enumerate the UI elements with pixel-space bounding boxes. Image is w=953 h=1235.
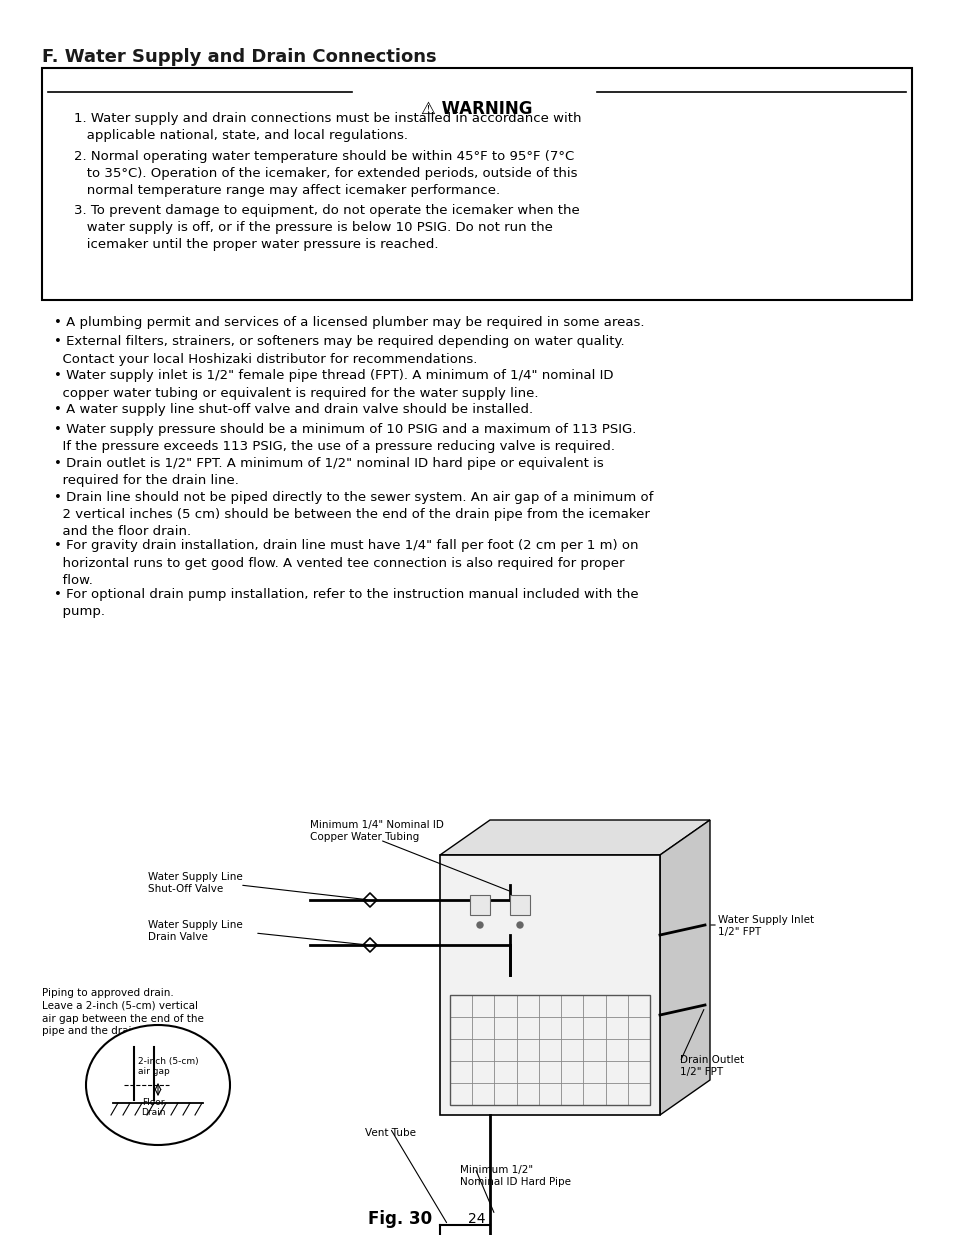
Text: 24: 24 (468, 1212, 485, 1226)
Text: • For optional drain pump installation, refer to the instruction manual included: • For optional drain pump installation, … (54, 588, 638, 619)
Text: • A plumbing permit and services of a licensed plumber may be required in some a: • A plumbing permit and services of a li… (54, 316, 644, 329)
Text: Water Supply Line
Shut-Off Valve: Water Supply Line Shut-Off Valve (148, 872, 242, 894)
Text: F. Water Supply and Drain Connections: F. Water Supply and Drain Connections (42, 48, 436, 65)
Text: • Water supply pressure should be a minimum of 10 PSIG and a maximum of 113 PSIG: • Water supply pressure should be a mini… (54, 424, 636, 453)
Text: • Water supply inlet is 1/2" female pipe thread (FPT). A minimum of 1/4" nominal: • Water supply inlet is 1/2" female pipe… (54, 369, 613, 400)
Text: • Drain line should not be piped directly to the sewer system. An air gap of a m: • Drain line should not be piped directl… (54, 492, 653, 538)
Text: Water Supply Inlet
1/2" FPT: Water Supply Inlet 1/2" FPT (718, 915, 813, 937)
Circle shape (476, 923, 482, 927)
Text: Water Supply Line
Drain Valve: Water Supply Line Drain Valve (148, 920, 242, 942)
Text: Piping to approved drain.
Leave a 2-inch (5-cm) vertical
air gap between the end: Piping to approved drain. Leave a 2-inch… (42, 988, 204, 1036)
Text: • For gravity drain installation, drain line must have 1/4" fall per foot (2 cm : • For gravity drain installation, drain … (54, 540, 638, 587)
Text: • Drain outlet is 1/2" FPT. A minimum of 1/2" nominal ID hard pipe or equivalent: • Drain outlet is 1/2" FPT. A minimum of… (54, 457, 603, 487)
Text: Drain Outlet
1/2" FPT: Drain Outlet 1/2" FPT (679, 1055, 743, 1077)
Text: Minimum 1/4" Nominal ID
Copper Water Tubing: Minimum 1/4" Nominal ID Copper Water Tub… (310, 820, 443, 842)
Text: Fig. 30: Fig. 30 (368, 1210, 432, 1228)
Text: Minimum 1/2"
Nominal ID Hard Pipe: Minimum 1/2" Nominal ID Hard Pipe (459, 1165, 571, 1187)
Polygon shape (439, 820, 709, 855)
Text: Vent Tube: Vent Tube (365, 1128, 416, 1137)
Text: • A water supply line shut-off valve and drain valve should be installed.: • A water supply line shut-off valve and… (54, 404, 533, 416)
Bar (510, 895, 530, 915)
Ellipse shape (86, 1025, 230, 1145)
Bar (439, 855, 659, 1115)
Text: 3. To prevent damage to equipment, do not operate the icemaker when the
   water: 3. To prevent damage to equipment, do no… (74, 204, 579, 251)
Polygon shape (659, 820, 709, 1115)
Text: • External filters, strainers, or softeners may be required depending on water q: • External filters, strainers, or soften… (54, 336, 624, 366)
Bar (42, 68, 911, 300)
Text: ⚠ WARNING: ⚠ WARNING (421, 100, 532, 119)
Bar (450, 995, 649, 1105)
Text: 2. Normal operating water temperature should be within 45°F to 95°F (7°C
   to 3: 2. Normal operating water temperature sh… (74, 149, 577, 198)
Text: 1. Water supply and drain connections must be installed in accordance with
   ap: 1. Water supply and drain connections mu… (74, 112, 581, 142)
Circle shape (517, 923, 522, 927)
Text: 2-inch (5-cm)
air gap: 2-inch (5-cm) air gap (138, 1057, 198, 1077)
Text: Floor
Drain: Floor Drain (141, 1098, 165, 1116)
Bar (470, 895, 490, 915)
